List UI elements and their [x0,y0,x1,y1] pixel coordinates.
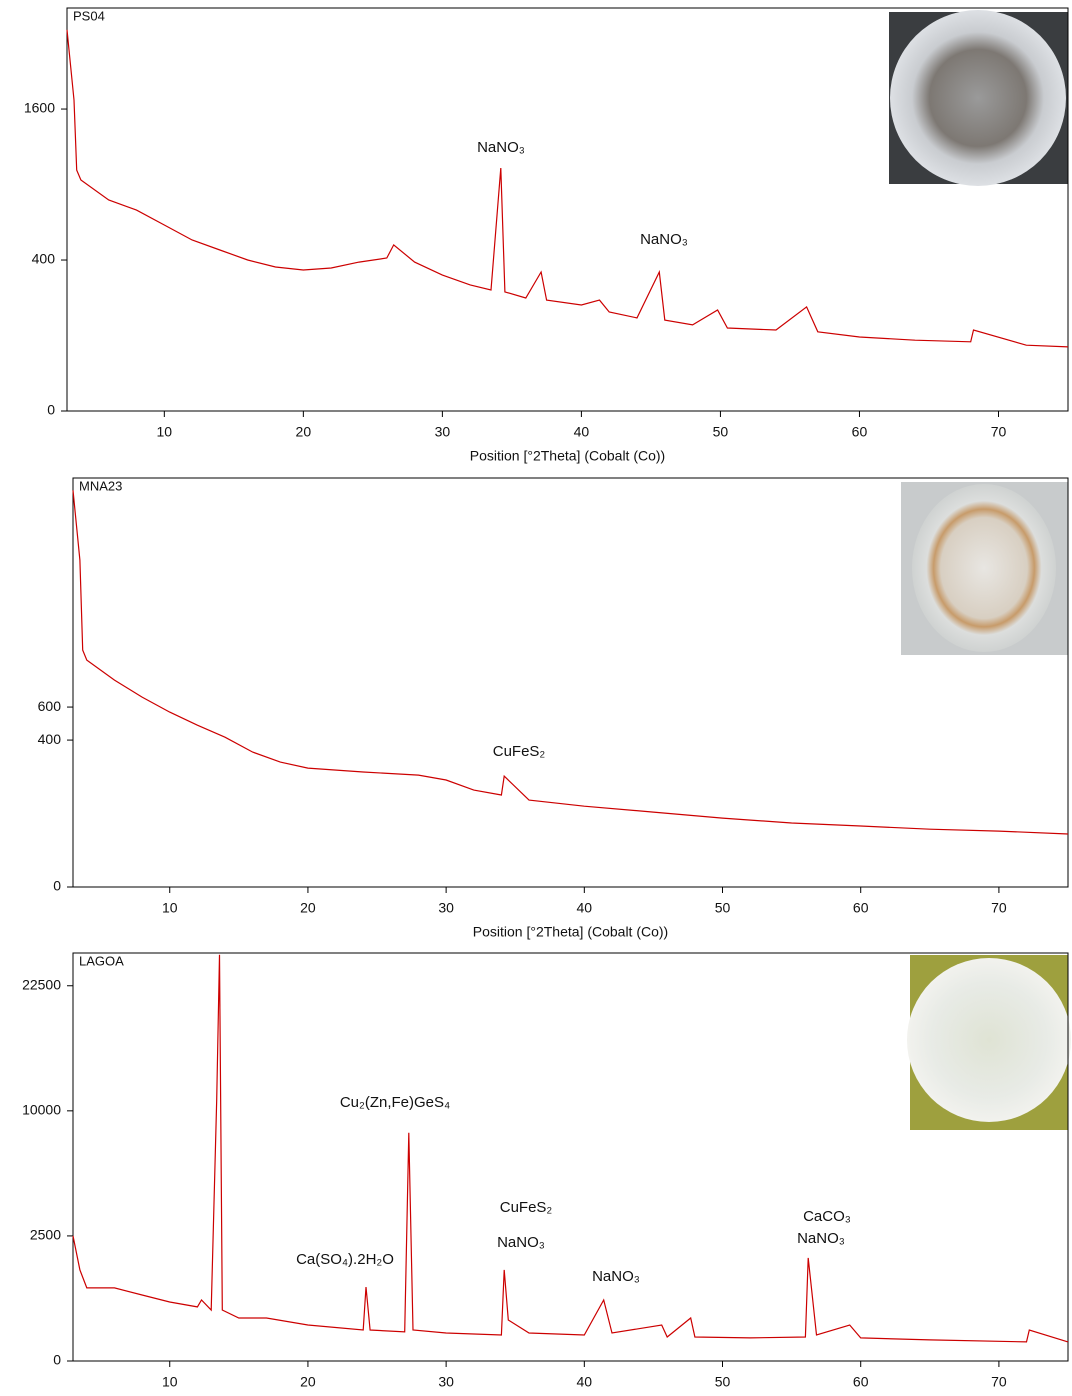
peak-annotation: Cu₂(Zn,Fe)GeS₄ [340,1094,450,1111]
y-tick-label: 600 [38,698,62,714]
x-tick-label: 20 [300,900,316,916]
sample-photo [889,10,1068,186]
x-tick-label: 50 [715,900,731,916]
y-tick-label: 10000 [22,1102,61,1118]
x-tick-label: 40 [577,900,593,916]
peak-annotation: Ca(SO₄).2H₂O [296,1251,394,1268]
diffraction-line [66,29,1069,348]
y-tick-label: 400 [38,731,62,747]
plot-frame [72,477,1069,888]
x-axis-label: Position [°2Theta] (Cobalt (Co)) [473,924,668,940]
x-tick-label: 40 [574,424,590,440]
y-tick-label: 2500 [30,1227,61,1243]
x-tick-label: 50 [713,424,729,440]
panel-label: LAGOA [79,953,124,968]
y-tick-label: 22500 [22,976,61,992]
sample-photo [907,955,1071,1130]
peak-annotation: NaNO₃ [477,139,525,156]
x-tick-label: 20 [300,1374,316,1390]
x-tick-label: 60 [853,900,869,916]
x-axis-label: Position [°2Theta] (Cobalt (Co)) [470,448,665,464]
x-tick-label: 70 [991,1374,1007,1390]
x-tick-label: 60 [853,1374,869,1390]
peak-annotation: NaNO₃ [797,1230,845,1247]
x-tick-label: 30 [438,1374,454,1390]
x-tick-label: 30 [438,900,454,916]
x-tick-label: 70 [991,424,1007,440]
y-tick-label: 0 [47,402,55,418]
x-tick-label: 10 [162,1374,178,1390]
x-tick-label: 20 [296,424,312,440]
peak-annotation: NaNO₃ [497,1234,545,1251]
x-tick-label: 10 [162,900,178,916]
x-tick-label: 50 [715,1374,731,1390]
sample-photo [901,482,1068,655]
peak-annotation: NaNO₃ [640,231,688,248]
x-tick-label: 70 [991,900,1007,916]
y-tick-label: 1600 [24,100,55,116]
panel-label: MNA23 [79,478,122,493]
x-tick-label: 10 [157,424,173,440]
diffraction-line [72,490,1069,835]
y-tick-label: 400 [32,251,56,267]
plot-frame [72,952,1069,1362]
peak-annotation: CuFeS₂ [493,743,546,760]
peak-annotation: CaCO₃ [803,1208,851,1225]
x-tick-label: 40 [577,1374,593,1390]
plot-frame [66,7,1069,412]
peak-annotation: NaNO₃ [592,1268,640,1285]
diffraction-line [72,954,1069,1343]
panel-label: PS04 [73,8,105,23]
peak-annotation: CuFeS₂ [500,1199,553,1216]
y-tick-label: 0 [53,878,61,894]
y-tick-label: 0 [53,1352,61,1368]
x-tick-label: 60 [852,424,868,440]
x-tick-label: 30 [435,424,451,440]
